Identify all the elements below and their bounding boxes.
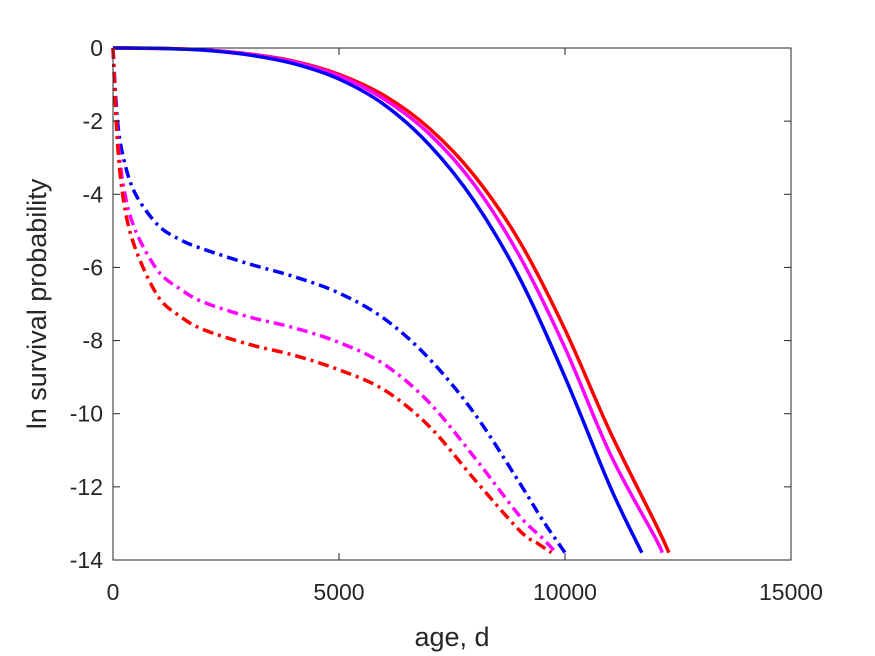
series-line-4 <box>111 47 567 554</box>
plot-area <box>113 48 791 560</box>
y-tick-label: -12 <box>70 474 103 500</box>
y-axis-title: ln survival probability <box>22 178 52 429</box>
x-tick-label: 15000 <box>759 579 823 605</box>
y-tick-label: -10 <box>70 401 103 427</box>
x-tick-label: 10000 <box>533 579 597 605</box>
y-tick-label: -6 <box>83 254 103 280</box>
plot-frame <box>112 47 792 561</box>
y-tick-label: -8 <box>83 328 103 354</box>
y-tick-label: 0 <box>90 35 103 61</box>
y-tick-label: -2 <box>83 108 103 134</box>
y-tick-label: -4 <box>83 181 104 207</box>
y-tick-label: -14 <box>70 547 103 573</box>
tick-layer: 0 5000 10000 15000 0 -2 -4 -6 -8 -10 -12 -14 <box>70 35 823 605</box>
x-axis-title: age, d <box>414 622 489 652</box>
series-layer <box>111 46 671 555</box>
series-line-6 <box>111 47 553 555</box>
x-tick-label: 5000 <box>313 579 364 605</box>
series-line-3 <box>112 46 644 554</box>
x-tick-label: 0 <box>107 579 120 605</box>
